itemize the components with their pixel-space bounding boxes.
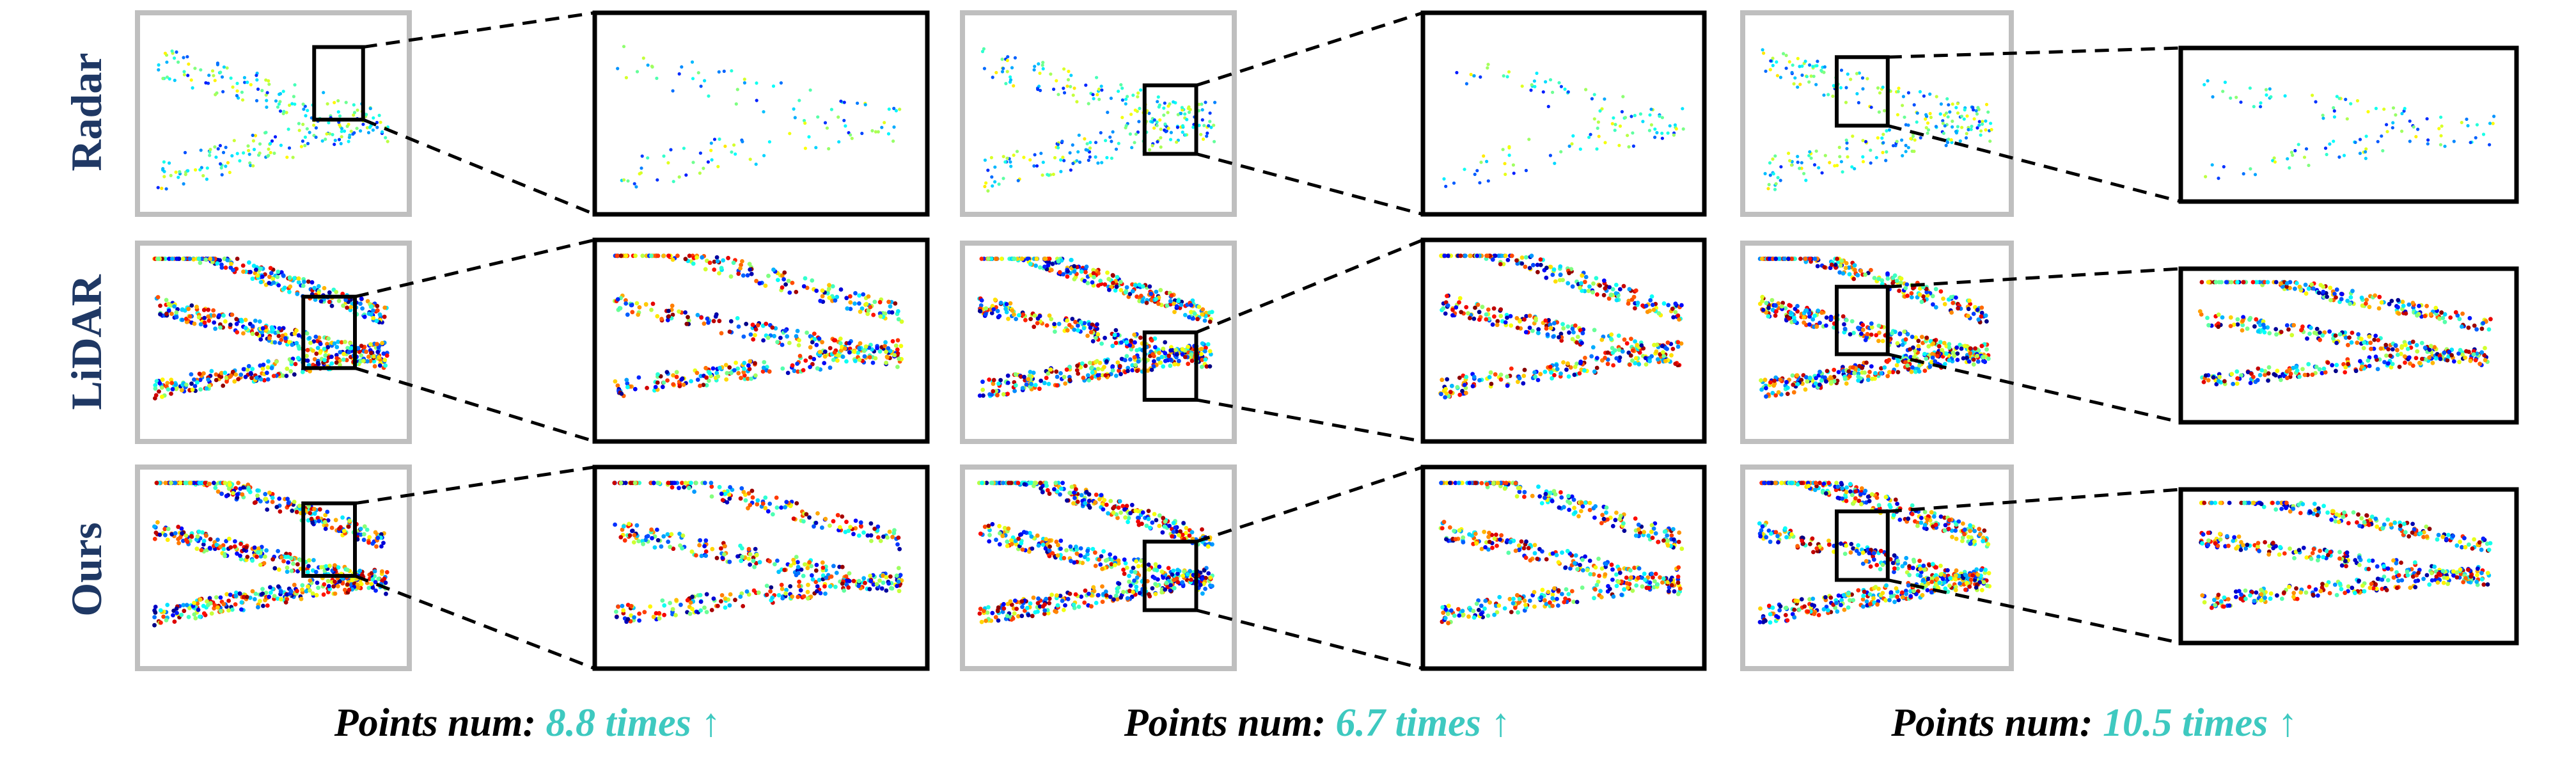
zoom-connector-bottom (354, 574, 595, 671)
zoom-connector-top (354, 238, 595, 299)
panel-r1-c3 (1740, 10, 2519, 217)
zoom-point-cloud (2199, 500, 2493, 610)
zoom-panel-frame (1420, 10, 1707, 217)
zoom-connector-top (1887, 488, 2181, 513)
zoom-connector-bottom (1887, 578, 2181, 645)
row-label-ours: Ours (62, 522, 111, 617)
caption-2: Points num: 6.7 times ↑ (1124, 694, 1511, 752)
panel-r3-c3 (1740, 464, 2519, 671)
caption-1-arrow: ↑ (701, 701, 721, 745)
caption-3: Points num: 10.5 times ↑ (1891, 694, 2298, 752)
zoom-connector-top (1887, 46, 2181, 59)
row-label-radar: Radar (62, 52, 111, 171)
zoom-connector-bottom (1887, 123, 2181, 203)
caption-1-prefix: Points num: (334, 701, 536, 745)
zoom-connector-bottom (362, 118, 595, 216)
main-panel-frame (960, 10, 1237, 217)
caption-1-value: 8.8 times (546, 701, 691, 745)
caption-2-prefix: Points num: (1124, 701, 1326, 745)
zoom-connector-top (1195, 465, 1424, 543)
main-point-cloud (1757, 480, 1992, 625)
zoom-point-cloud (612, 253, 904, 399)
zoom-panel-frame (592, 10, 930, 217)
zoom-point-cloud (616, 45, 902, 189)
zoom-region-box (301, 501, 357, 578)
zoom-region-box (1835, 509, 1890, 582)
zoom-region-box (312, 45, 365, 122)
main-point-cloud (152, 257, 389, 401)
zoom-point-cloud (1438, 480, 1685, 626)
zoom-connector-bottom (1195, 152, 1424, 216)
zoom-panel-frame (2178, 487, 2519, 646)
zoom-region-box (301, 294, 357, 370)
panel-r2-c1 (135, 237, 930, 444)
zoom-connector-bottom (1196, 398, 1424, 443)
main-point-cloud (1761, 48, 1993, 191)
zoom-region-box (1142, 330, 1198, 402)
zoom-panel-frame (592, 464, 930, 671)
row-label-lidar: LiDAR (62, 274, 111, 410)
zoom-connector-top (354, 465, 595, 505)
zoom-panel-frame (2178, 45, 2519, 204)
zoom-region-box (1142, 539, 1198, 612)
zoom-point-cloud (1438, 253, 1684, 400)
main-panel-frame (1740, 10, 2014, 217)
panel-r3-c1 (135, 464, 930, 671)
caption-1: Points num: 8.8 times ↑ (334, 694, 721, 752)
zoom-point-cloud (612, 480, 904, 624)
caption-3-prefix: Points num: (1891, 701, 2093, 745)
zoom-point-cloud (1442, 63, 1685, 188)
caption-2-value: 6.7 times (1335, 701, 1481, 745)
main-point-cloud (977, 480, 1214, 624)
main-panel-frame (960, 241, 1237, 444)
zoom-connector-top (1887, 267, 2181, 289)
zoom-region-box (1835, 55, 1890, 128)
panel-r3-c2 (960, 464, 1707, 671)
caption-3-arrow: ↑ (2277, 701, 2298, 745)
zoom-region-box (1142, 83, 1198, 156)
zoom-connector-bottom (354, 366, 595, 443)
zoom-panel-frame (592, 237, 930, 444)
zoom-point-cloud (2203, 79, 2496, 180)
panel-r1-c1 (135, 10, 930, 217)
main-point-cloud (1757, 257, 1991, 399)
zoom-point-cloud (2197, 280, 2493, 386)
zoom-connector-top (363, 11, 595, 49)
zoom-region-box (1835, 285, 1890, 356)
caption-2-arrow: ↑ (1491, 701, 1511, 745)
main-panel-frame (135, 10, 412, 217)
zoom-connector-bottom (1195, 608, 1424, 671)
panel-r2-c3 (1740, 241, 2519, 444)
zoom-connector-bottom (1887, 353, 2181, 424)
caption-3-value: 10.5 times (2102, 701, 2268, 745)
panel-r1-c2 (960, 10, 1707, 217)
zoom-connector-top (1195, 11, 1424, 87)
main-panel-frame (1740, 464, 2014, 671)
panel-r2-c2 (960, 237, 1707, 444)
main-panel-frame (960, 464, 1237, 671)
zoom-connector-top (1195, 238, 1424, 334)
